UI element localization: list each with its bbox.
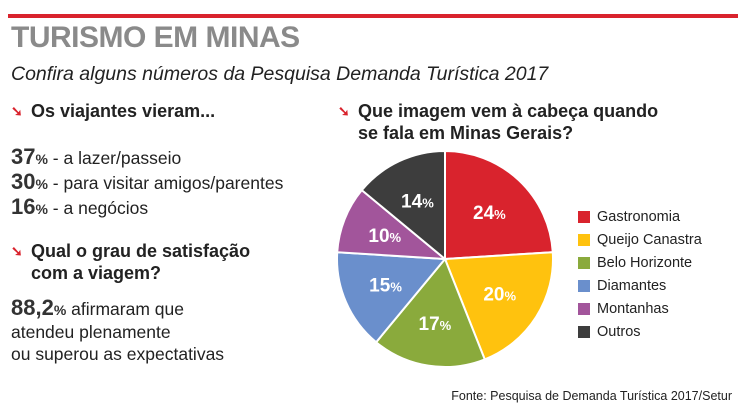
arrow-down-right-icon: ➘ [11, 243, 23, 259]
legend-label: Queijo Canastra [597, 231, 702, 248]
top-rule [8, 14, 738, 18]
question-travelers-text: Os viajantes vieram... [31, 101, 216, 121]
legend-item: Outros [578, 320, 702, 343]
stat-text: - a lazer/passeio [47, 148, 182, 168]
stat-text: - a negócios [47, 198, 149, 218]
legend-item: Diamantes [578, 274, 702, 297]
satisfaction-text-1: afirmaram que [66, 299, 184, 319]
question-satisfaction-line2: com a viagem? [31, 263, 162, 283]
legend-item: Queijo Canastra [578, 228, 702, 251]
stat-pct: % [35, 201, 48, 217]
pie-slice-gastronomia [444, 149, 554, 261]
legend-swatch [578, 325, 590, 338]
stat-value: 30 [11, 169, 36, 194]
stat-value: 37 [11, 144, 36, 169]
question-image-line1: Que imagem vem à cabeça quando [358, 101, 659, 121]
legend-swatch [578, 256, 590, 269]
legend-swatch [578, 302, 590, 315]
question-satisfaction: ➘ Qual o grau de satisfação com a viagem? [11, 240, 250, 284]
pie-slice-outros [360, 149, 446, 262]
source-note: Fonte: Pesquisa de Demanda Turística 201… [451, 389, 732, 403]
stat-pct: % [35, 176, 48, 192]
satisfaction-text-2: atendeu plenamente [11, 322, 171, 342]
legend-label: Belo Horizonte [597, 254, 693, 271]
chart-legend: Gastronomia Queijo Canastra Belo Horizonte… [578, 205, 702, 343]
legend-item: Belo Horizonte [578, 251, 702, 274]
page-title: TURISMO EM MINAS [11, 21, 300, 54]
question-image: ➘ Que imagem vem à cabeça quando se fala … [338, 100, 658, 144]
question-satisfaction-line1: Qual o grau de satisfação [31, 241, 251, 261]
stat-business: 16% - a negócios [11, 196, 148, 220]
arrow-down-right-icon: ➘ [11, 103, 23, 119]
question-travelers: ➘ Os viajantes vieram... [11, 100, 215, 122]
stat-value: 16 [11, 194, 36, 219]
arrow-down-right-icon: ➘ [338, 103, 350, 119]
satisfaction-stat: 88,2% afirmaram que atendeu plenamente o… [11, 297, 224, 365]
legend-label: Montanhas [597, 300, 669, 317]
legend-label: Outros [597, 323, 641, 340]
pie-label: 20% [483, 285, 516, 306]
pie-label: 15% [369, 276, 402, 297]
pie-label: 14% [401, 191, 434, 212]
stat-pct: % [35, 151, 48, 167]
satisfaction-pct: % [53, 302, 67, 318]
question-image-line2: se fala em Minas Gerais? [358, 123, 574, 143]
pie-label: 24% [473, 203, 506, 224]
page-subtitle: Confira alguns números da Pesquisa Deman… [11, 63, 549, 85]
stat-text: - para visitar amigos/parentes [47, 173, 284, 193]
pie-slice-diamantes [336, 251, 448, 344]
legend-item: Gastronomia [578, 205, 702, 228]
pie-label: 10% [368, 226, 401, 247]
pie-label: 17% [419, 314, 452, 335]
stat-leisure: 37% - a lazer/passeio [11, 146, 181, 170]
legend-swatch [578, 233, 590, 246]
stat-friends: 30% - para visitar amigos/parentes [11, 171, 283, 195]
legend-label: Diamantes [597, 277, 667, 294]
satisfaction-value: 88,2 [11, 295, 54, 320]
satisfaction-text-3: ou superou as expectativas [11, 344, 225, 364]
legend-swatch [578, 279, 590, 292]
pie-slice-belo-horizonte [374, 257, 487, 368]
pie-slice-queijo-canastra [443, 251, 554, 361]
legend-label: Gastronomia [597, 208, 681, 225]
legend-item: Montanhas [578, 297, 702, 320]
legend-swatch [578, 210, 590, 223]
